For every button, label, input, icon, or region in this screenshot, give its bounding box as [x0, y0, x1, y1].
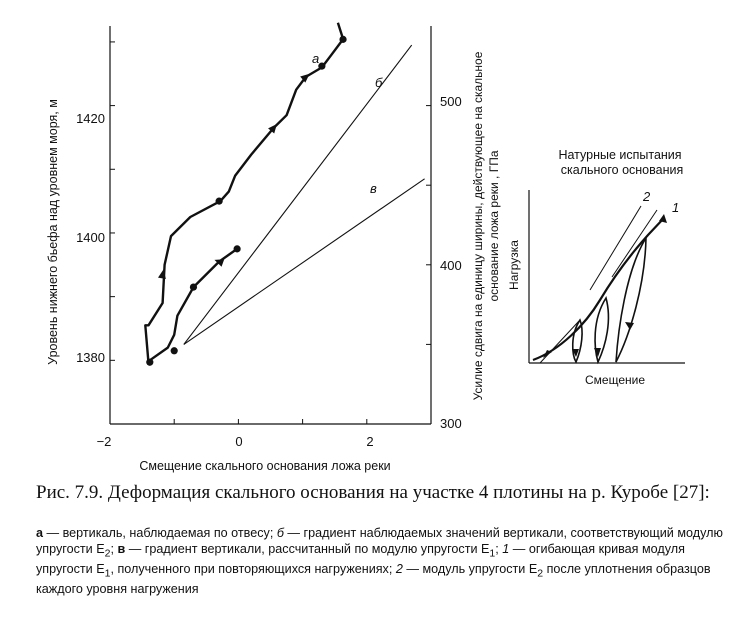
- series-line-v: [183, 178, 425, 345]
- figure-caption: Рис. 7.9. Деформация скального основания…: [36, 482, 710, 503]
- y-left-tick-label: 1420: [76, 111, 105, 126]
- inset-arrowhead: [543, 350, 552, 358]
- note-1: — огибающая кривая модуля упругости E: [36, 541, 685, 576]
- inset-title-line1: Натурные испытания: [558, 148, 681, 162]
- inset-arrowhead: [594, 348, 601, 357]
- data-point: [339, 35, 347, 43]
- data-point: [170, 347, 178, 355]
- note-v: — градиент вертикали, рассчитанный по мо…: [125, 541, 490, 556]
- inset-modulus-line-1: [611, 209, 658, 278]
- curve-label-v: в: [370, 181, 377, 196]
- note-1-sub: 1: [104, 567, 111, 580]
- inset-arrowhead: [625, 322, 634, 330]
- note-key-a: а: [36, 526, 44, 540]
- data-point: [215, 197, 223, 205]
- note-b: — градиент наблюдаемых значений вертикал…: [36, 526, 723, 556]
- inset-loop-3: [615, 235, 647, 363]
- inset-loop-2: [594, 296, 610, 365]
- inset-modulus-line-2: [589, 205, 642, 291]
- note-sep: ;: [110, 541, 118, 556]
- direction-arrow: [214, 259, 225, 267]
- note-1-rest: , полученного при повторяющихся нагружен…: [110, 561, 396, 576]
- y-right-tick-label: 300: [440, 416, 462, 431]
- direction-arrow: [268, 124, 277, 134]
- note-b-sub: 2: [104, 547, 111, 560]
- series-line-a: [144, 22, 345, 365]
- inset-y-label: Нагрузка: [507, 240, 521, 290]
- note-2-sub: 2: [537, 567, 544, 580]
- tick-marks: [109, 41, 431, 425]
- x-tick-label: −2: [97, 434, 112, 449]
- inset-x-label: Смещение: [585, 373, 645, 387]
- note-key-v: в: [117, 541, 126, 556]
- note-key-2: 2: [395, 561, 403, 576]
- figure: −2 0 2 1380 1400 1420 300 400 500 Смещен…: [46, 22, 685, 473]
- inset-loop-1: [571, 318, 583, 364]
- y-left-tick-label: 1380: [76, 350, 105, 365]
- inset-diagram: Натурные испытания скального основания Н…: [507, 148, 685, 387]
- note-2-rest: после уплотнения образцов каждого уровня…: [36, 561, 711, 596]
- data-point: [146, 358, 154, 366]
- main-chart: −2 0 2 1380 1400 1420 300 400 500 Смещен…: [46, 22, 501, 473]
- series-line-b: [183, 44, 413, 345]
- inset-title-line2: скального основания: [561, 163, 683, 177]
- y-axis-label-right: Усилие сдвига на единицу ширины, действу…: [471, 51, 485, 400]
- note-sep: ;: [495, 541, 503, 556]
- y-axis-label-right-2: основание ложа реки , ГПа: [487, 150, 501, 301]
- x-tick-label: 2: [366, 434, 373, 449]
- curve-label-b: б: [375, 75, 383, 90]
- data-point: [189, 283, 198, 291]
- note-key-1: 1: [502, 541, 510, 556]
- data-point: [233, 245, 241, 253]
- inset-modulus-line-3: [539, 320, 580, 364]
- inset-envelope-curve: [532, 217, 665, 362]
- note-a: — вертикаль, наблюдаемая по отвесу;: [43, 526, 277, 540]
- y-axis-label-left: Уровень нижнего бьефа над уровнем моря, …: [46, 99, 60, 365]
- data-point: [318, 62, 326, 70]
- inset-arrowhead: [659, 214, 667, 223]
- x-tick-label: 0: [235, 434, 242, 449]
- inset-label-2: 2: [642, 189, 651, 204]
- plot-area: [144, 22, 425, 366]
- curve-label-a: а: [312, 51, 319, 66]
- note-v-sub: 1: [489, 547, 496, 560]
- direction-arrow: [300, 73, 310, 83]
- figure-notes: а — вертикаль, наблюдаемая по отвесу; б …: [36, 526, 741, 597]
- y-right-tick-label: 400: [440, 258, 462, 273]
- x-axis-label: Смещение скального основания ложа реки: [139, 459, 390, 473]
- y-left-tick-label: 1400: [76, 230, 105, 245]
- y-right-tick-label: 500: [440, 94, 462, 109]
- note-2: — модуль упругости E: [402, 561, 538, 576]
- note-key-b: б: [276, 526, 284, 540]
- inset-label-1: 1: [672, 200, 679, 215]
- inset-arrowhead: [572, 349, 579, 357]
- direction-arrow: [158, 269, 166, 279]
